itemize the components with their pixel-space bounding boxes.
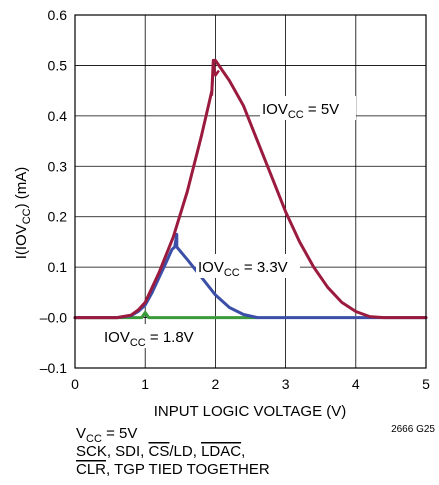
y-axis-label: I(IOVCC) (mA) xyxy=(13,167,33,260)
condition-pins-a: SCK, SDI, xyxy=(76,443,149,460)
condition-tied: , TGP TIED TOGETHER xyxy=(106,461,270,478)
svg-text:IOVCC = 3.3V: IOVCC = 3.3V xyxy=(198,259,288,279)
y-tick-label-6: –0.0 xyxy=(40,310,67,326)
y-tick-label-7: –0.1 xyxy=(40,360,67,376)
condition-ld: /LD, xyxy=(169,443,201,460)
series-label-3v3-pre: IOV xyxy=(198,259,224,276)
y-tick-label-4: 0.2 xyxy=(48,209,68,225)
condition-vcc-post: = 5V xyxy=(102,425,137,442)
y-axis-label-post: ) (mA) xyxy=(13,167,30,209)
y-tick-label-3: 0.3 xyxy=(48,158,68,174)
condition-line-3: CLR, TGP TIED TOGETHER xyxy=(76,461,270,478)
condition-line-1: VCC = 5V xyxy=(76,425,137,445)
svg-text:IOVCC = 1.8V: IOVCC = 1.8V xyxy=(104,329,194,349)
y-tick-label-2: 0.4 xyxy=(48,108,68,124)
x-axis-label: INPUT LOGIC VOLTAGE (V) xyxy=(154,403,347,420)
condition-vcc-pre: V xyxy=(76,425,86,442)
series-label-5v-pre: IOV xyxy=(262,101,288,118)
series-label-3v3-post: = 3.3V xyxy=(240,259,288,276)
series-label-5v-post: = 5V xyxy=(304,101,339,118)
condition-comma: , xyxy=(241,443,245,460)
series-label-3v3-sub: CC xyxy=(224,267,240,279)
series-line-0 xyxy=(73,58,428,320)
condition-ldac: LDAC xyxy=(201,443,241,460)
condition-clr: CLR xyxy=(76,461,106,478)
x-tick-label-3: 3 xyxy=(282,376,290,392)
x-tick-label-0: 0 xyxy=(71,376,79,392)
x-tick-label-1: 1 xyxy=(141,376,149,392)
y-axis-label-pre: I(IOV xyxy=(13,224,30,259)
condition-cs: CS xyxy=(149,443,170,460)
series-label-1v8-pre: IOV xyxy=(104,329,130,346)
series-label-5v: IOVCC = 5V xyxy=(260,96,356,121)
x-tick-label-4: 4 xyxy=(352,376,360,392)
x-tick-label-5: 5 xyxy=(422,376,430,392)
y-tick-label-5: 0.1 xyxy=(48,259,68,275)
series-label-3v3: IOVCC = 3.3V xyxy=(196,254,300,279)
y-tick-label-0: 0.6 xyxy=(48,7,68,23)
series-label-5v-sub: CC xyxy=(288,109,304,121)
plot-border xyxy=(74,14,427,369)
x-tick-labels: 0 1 2 3 4 5 xyxy=(71,376,430,392)
series-label-1v8-post: = 1.8V xyxy=(146,329,194,346)
series-label-1v8: IOVCC = 1.8V xyxy=(102,324,206,349)
series-spike-0 xyxy=(210,59,220,96)
y-tick-labels: 0.6 0.5 0.4 0.3 0.2 0.1 –0.0 –0.1 xyxy=(40,7,67,376)
condition-line-2: SCK, SDI, CS/LD, LDAC, xyxy=(76,443,245,460)
plot-frame xyxy=(74,14,427,369)
condition-vcc-sub: CC xyxy=(86,433,102,445)
series-label-1v8-sub: CC xyxy=(130,337,146,349)
x-tick-label-2: 2 xyxy=(212,376,220,392)
y-tick-label-1: 0.5 xyxy=(48,57,68,73)
y-axis-label-sub: CC xyxy=(21,208,33,224)
figure-id: 2666 G25 xyxy=(391,424,435,435)
svg-text:IOVCC = 5V: IOVCC = 5V xyxy=(262,101,339,121)
curves xyxy=(73,58,428,320)
